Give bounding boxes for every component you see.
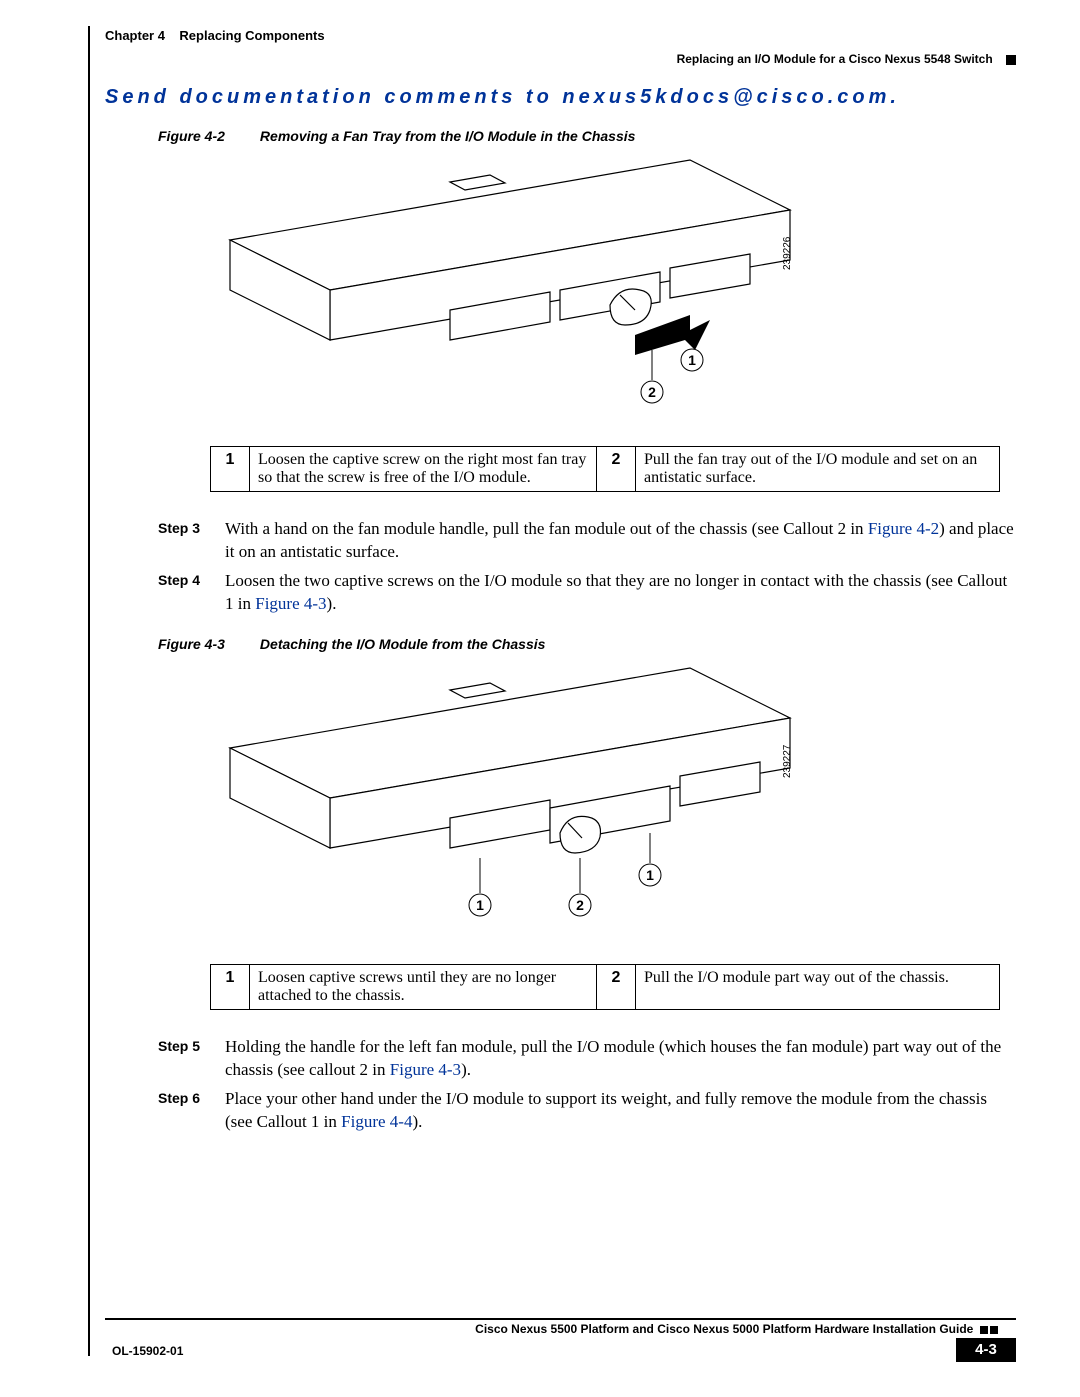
svg-text:1: 1 [688,352,696,368]
step-4-body: Loosen the two captive screws on the I/O… [225,570,1016,616]
section-title: Replacing an I/O Module for a Cisco Nexu… [677,52,993,66]
callout-text: Loosen the captive screw on the right mo… [250,447,597,492]
figure-4-2-link[interactable]: Figure 4-2 [868,519,939,538]
callout-num: 2 [597,965,636,1010]
callout-num: 2 [597,447,636,492]
step-text: ). [461,1060,471,1079]
left-margin-rule [88,26,90,1356]
footer-guide-title: Cisco Nexus 5500 Platform and Cisco Nexu… [475,1322,998,1336]
step-text: Holding the handle for the left fan modu… [225,1037,1001,1079]
step-6-label: Step 6 [158,1090,200,1106]
chapter-title: Replacing Components [179,28,324,43]
figure-4-3-callout-table: 1 Loosen captive screws until they are n… [210,964,1000,1010]
running-header-right: Replacing an I/O Module for a Cisco Nexu… [677,52,1016,66]
figure-4-2-diagram: 239226 1 2 [190,150,830,425]
figure-4-4-link[interactable]: Figure 4-4 [341,1112,412,1131]
figure-img-id: 239226 [782,236,793,270]
step-3-label: Step 3 [158,520,200,536]
footer-square-icon [980,1326,988,1334]
callout-text: Loosen captive screws until they are no … [250,965,597,1010]
step-6-body: Place your other hand under the I/O modu… [225,1088,1016,1134]
step-text: ). [412,1112,422,1131]
callout-num: 1 [211,965,250,1010]
figure-4-2-caption: Figure 4-2 Removing a Fan Tray from the … [158,128,635,144]
footer-doc-id: OL-15902-01 [112,1344,183,1358]
step-text: With a hand on the fan module handle, pu… [225,519,868,538]
running-header-left: Chapter 4 Replacing Components [105,28,325,43]
svg-text:2: 2 [576,897,584,913]
step-4-label: Step 4 [158,572,200,588]
footer-square-icon [990,1326,998,1334]
figure-4-3-diagram: 239227 1 2 1 [190,658,830,943]
figure-4-3-link[interactable]: Figure 4-3 [255,594,326,613]
step-5-body: Holding the handle for the left fan modu… [225,1036,1016,1082]
figure-4-2-callout-table: 1 Loosen the captive screw on the right … [210,446,1000,492]
figure-label: Figure 4-2 [158,128,225,144]
step-5-label: Step 5 [158,1038,200,1054]
callout-text: Pull the I/O module part way out of the … [636,965,1000,1010]
step-3-body: With a hand on the fan module handle, pu… [225,518,1016,564]
callout-num: 1 [211,447,250,492]
step-text: Place your other hand under the I/O modu… [225,1089,987,1131]
doc-comments-line: Send documentation comments to nexus5kdo… [105,86,900,109]
figure-label: Figure 4-3 [158,636,225,652]
step-text: ). [327,594,337,613]
figure-caption-text: Detaching the I/O Module from the Chassi… [260,636,545,652]
footer-rule [105,1318,1016,1320]
callout-text: Pull the fan tray out of the I/O module … [636,447,1000,492]
figure-4-3-link[interactable]: Figure 4-3 [390,1060,461,1079]
chapter-label: Chapter 4 [105,28,165,43]
svg-text:2: 2 [648,384,656,400]
page-number: 4-3 [956,1338,1016,1362]
header-square-icon [1006,55,1016,65]
footer-title-text: Cisco Nexus 5500 Platform and Cisco Nexu… [475,1322,973,1336]
svg-text:1: 1 [476,897,484,913]
figure-img-id: 239227 [782,744,793,778]
step-text: Loosen the two captive screws on the I/O… [225,571,1007,613]
figure-4-3-caption: Figure 4-3 Detaching the I/O Module from… [158,636,545,652]
figure-caption-text: Removing a Fan Tray from the I/O Module … [260,128,635,144]
svg-text:1: 1 [646,867,654,883]
